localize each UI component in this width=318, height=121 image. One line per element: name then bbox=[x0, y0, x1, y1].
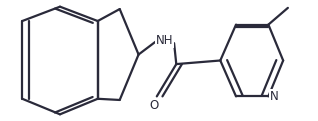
Text: O: O bbox=[149, 99, 158, 112]
Text: NH: NH bbox=[156, 34, 173, 47]
Text: N: N bbox=[270, 90, 279, 103]
